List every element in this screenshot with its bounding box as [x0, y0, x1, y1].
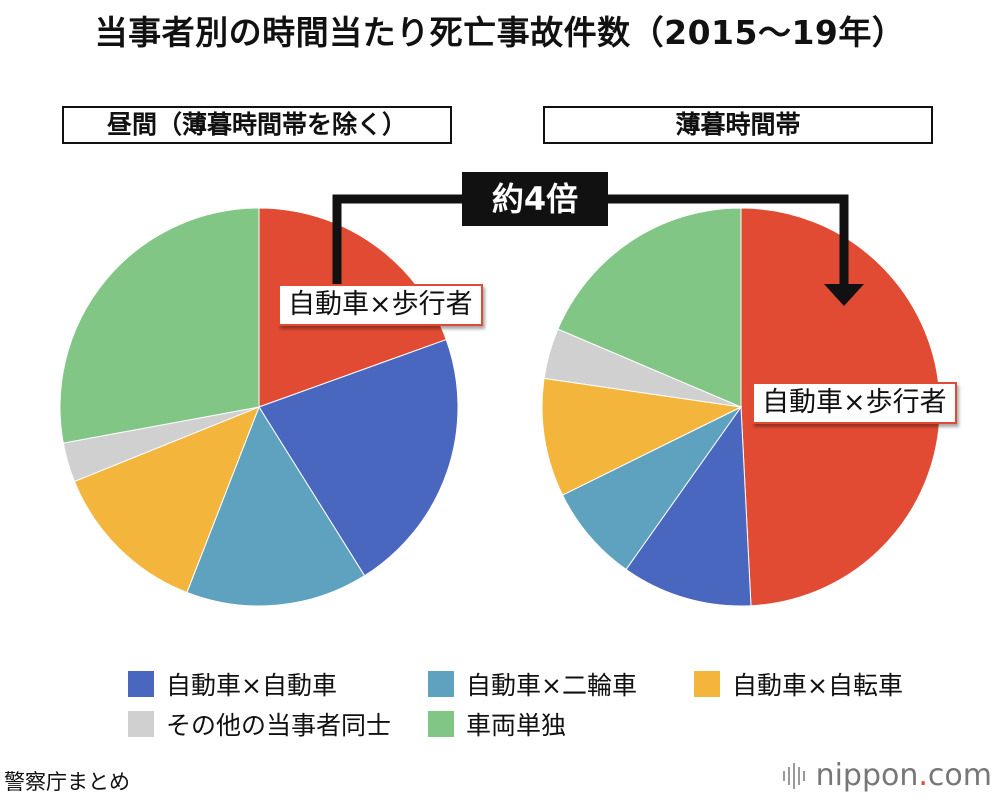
legend-label: 自動車×二輪車 [466, 671, 637, 700]
legend-item: 自動車×自転車 [694, 666, 903, 702]
legend-swatch [428, 671, 454, 697]
legend-label: 車両単独 [466, 711, 567, 740]
logo-suffix: com [927, 758, 992, 793]
nippon-logo[interactable]: nippon. com [782, 758, 992, 793]
pie-slice [258, 338, 459, 577]
pie-slice [625, 405, 752, 607]
legend-swatch [694, 671, 720, 697]
legend-item: 車両単独 [428, 706, 566, 742]
legend-swatch [128, 671, 154, 697]
pie-slice [186, 405, 366, 607]
legend-item: 自動車×二輪車 [428, 666, 694, 702]
left-pie-callout: 自動車×歩行者 [278, 284, 483, 326]
legend: 自動車×自動車 自動車×二輪車 自動車×自転車 その他の当事者同士 車両単独 [128, 664, 948, 744]
sound-bars-icon [782, 762, 808, 789]
pie-slice [59, 207, 260, 444]
pie-slice [541, 377, 743, 496]
logo-main: nippon [815, 758, 919, 793]
pie-slice [73, 406, 260, 594]
left-pie [59, 207, 459, 607]
left-pie-title: 昼間（薄暮時間帯を除く） [62, 106, 452, 144]
legend-label: 自動車×自転車 [732, 671, 903, 700]
chart-title: 当事者別の時間当たり死亡事故件数（2015〜19年） [94, 13, 906, 52]
right-pie-title: 薄暮時間帯 [543, 106, 933, 144]
source-note: 警察庁まとめ [4, 770, 130, 794]
legend-label: その他の当事者同士 [166, 711, 392, 740]
ratio-label: 約4倍 [462, 172, 608, 226]
legend-swatch [128, 711, 154, 737]
legend-item: 自動車×自動車 [128, 666, 428, 702]
pie-slice [561, 406, 742, 571]
pie-slice [557, 207, 742, 408]
right-pie-callout: 自動車×歩行者 [752, 382, 957, 424]
legend-label: 自動車×自動車 [166, 671, 337, 700]
logo-dot: . [918, 758, 928, 793]
legend-item: その他の当事者同士 [128, 706, 428, 742]
legend-swatch [428, 711, 454, 737]
